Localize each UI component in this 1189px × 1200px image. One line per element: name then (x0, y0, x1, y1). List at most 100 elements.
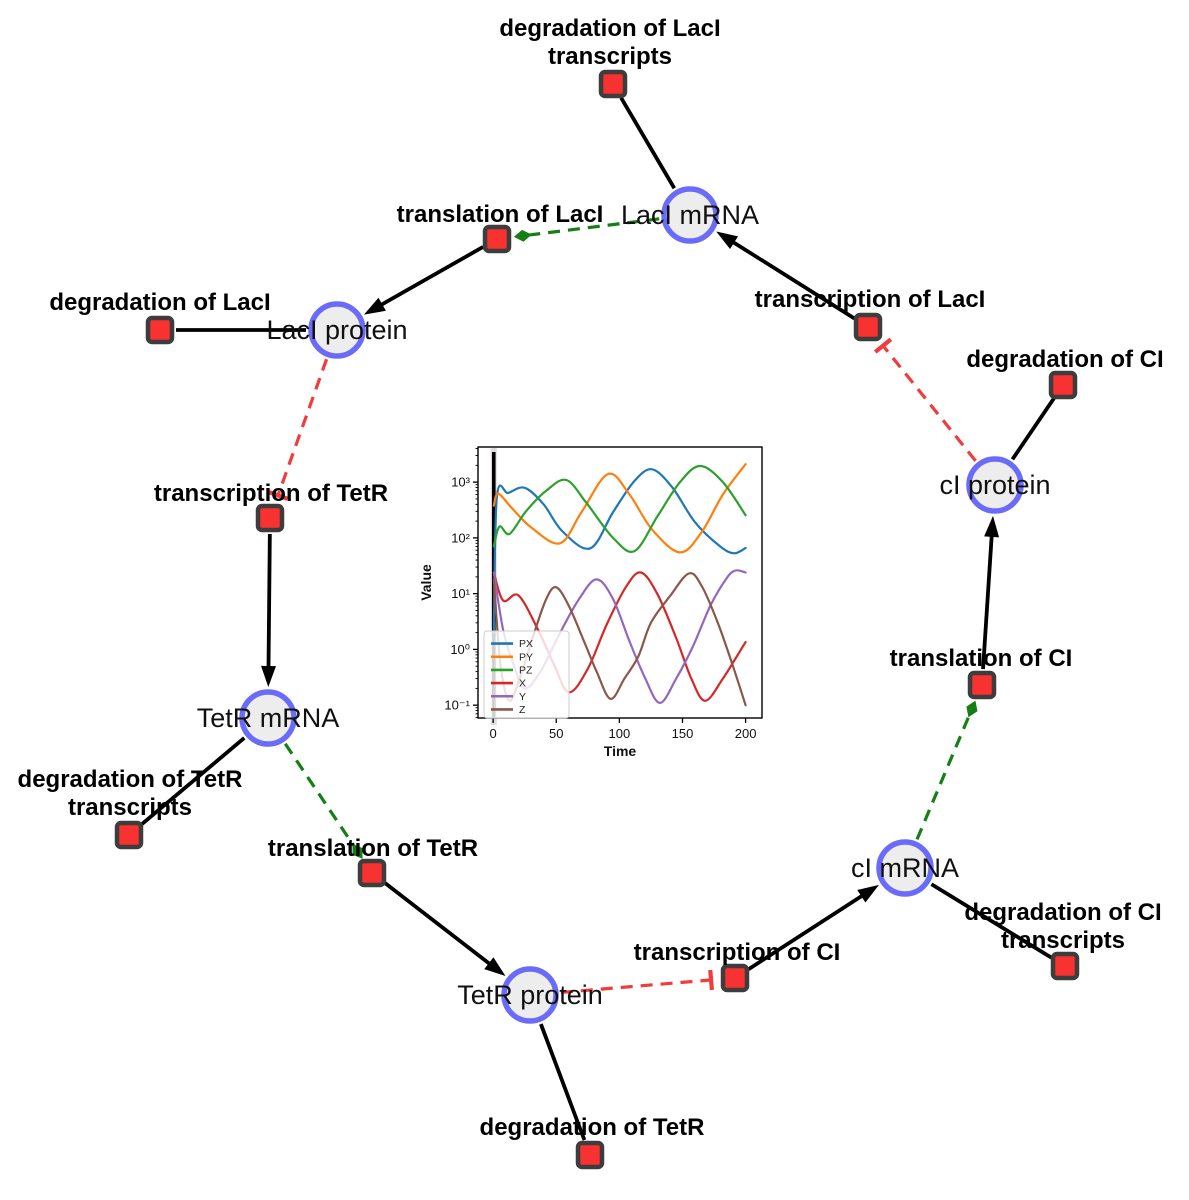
x-axis-title: Time (604, 743, 637, 759)
edge-tx-ci-to-ci-mrna (747, 888, 872, 971)
timeseries-inset-plot: 0 50 100 150 20010⁻¹10⁰10¹10²10³TimeValuePXP… (418, 446, 763, 759)
y-tick-label-0: 10⁰ (450, 642, 470, 657)
reaction-label-deg-ci-transcripts-line2: transcripts (1001, 927, 1125, 954)
legend-label-PZ: PZ (519, 664, 533, 676)
edge-ci-protein-to-tx-laci (883, 346, 977, 462)
species-node-laci-mrna[interactable] (661, 186, 719, 244)
edge-laci-protein-to-tx-tetr (277, 358, 329, 495)
legend-item-Z: Z (491, 704, 526, 716)
x-tick-label-200: 200 (735, 726, 757, 741)
series-line-PX (492, 468, 747, 634)
reaction-label-deg-ci-transcripts: degradation of CI (964, 899, 1161, 926)
edge-ci-mrna-to-transl-ci (915, 714, 971, 841)
edge-transl-laci-to-laci-protein (371, 245, 485, 312)
reaction-node-tx-tetr[interactable] (255, 503, 285, 533)
reaction-label-transl-ci: translation of CI (890, 645, 1073, 672)
species-label-ci-protein: cI protein (939, 470, 1050, 500)
edges-layer (140, 96, 1056, 1141)
edge-laci-protein-to-tx-tetr-tee-head (267, 490, 289, 501)
edge-tx-laci-to-laci-mrna (723, 235, 856, 321)
edge-tx-ci-to-ci-mrna-arrowhead (857, 884, 879, 903)
series-line-PZ (492, 464, 747, 553)
x-tick-label-150: 150 (672, 726, 694, 741)
edge-ci-mrna-to-transl-ci-diamond-head (966, 700, 978, 718)
species-node-ci-mrna[interactable] (876, 839, 934, 897)
y-tick-label-3: 10³ (451, 475, 470, 490)
y-tick-label-2: 10² (451, 530, 470, 545)
edge-tetr-mrna-to-deg-tetr-transcripts (140, 736, 246, 827)
edge-tx-laci-to-laci-mrna-arrowhead (716, 231, 739, 250)
reaction-label-transl-tetr: translation of TetR (268, 835, 478, 862)
species-label-ci-mrna: cI mRNA (851, 853, 959, 883)
reaction-label-tx-tetr: transcription of TetR (154, 480, 388, 507)
legend-label-X: X (519, 678, 526, 690)
reaction-node-deg-laci-transcripts[interactable] (598, 69, 628, 99)
reaction-label-deg-laci-transcripts: degradation of LacI (499, 15, 720, 42)
reaction-node-deg-tetr-transcripts[interactable] (114, 820, 144, 850)
legend-item-Y: Y (491, 691, 526, 703)
series-line-X (492, 571, 747, 702)
edge-tetr-protein-to-tx-ci-tee-head (708, 969, 715, 991)
reaction-node-tx-ci[interactable] (720, 963, 750, 993)
legend-label-Z: Z (519, 704, 526, 716)
edge-laci-mrna-to-transl-laci (529, 217, 660, 237)
edge-laci-mrna-to-transl-laci-diamond-head (513, 229, 532, 242)
edge-tx-tetr-to-tetr-mrna (266, 533, 272, 678)
legend-label-PY: PY (519, 651, 533, 663)
reaction-label-deg-tetr-transcripts-line2: transcripts (68, 794, 192, 821)
legend-label-PX: PX (519, 638, 533, 650)
x-tick-label-100: 100 (609, 726, 631, 741)
species-node-laci-protein[interactable] (308, 301, 366, 359)
species-node-ci-protein[interactable] (966, 456, 1024, 514)
edge-tx-tetr-to-tetr-mrna-arrowhead (261, 665, 277, 688)
series-line-PY (492, 463, 747, 554)
reaction-node-transl-laci[interactable] (482, 224, 512, 254)
edge-tetr-protein-to-deg-tetr (539, 1023, 587, 1141)
reaction-label-deg-laci-transcripts-line2: transcripts (548, 43, 672, 70)
reaction-label-deg-ci: degradation of CI (966, 346, 1163, 373)
legend-item-PZ: PZ (491, 664, 533, 676)
legend-item-PX: PX (491, 638, 533, 650)
reaction-node-deg-tetr[interactable] (575, 1140, 605, 1170)
edge-transl-ci-to-ci-protein-arrowhead (984, 515, 1000, 538)
edge-ci-protein-to-tx-laci-tee-head (873, 337, 893, 354)
nodes-layer (114, 69, 1080, 1170)
x-tick-label-50: 50 (549, 726, 563, 741)
reaction-node-deg-ci-transcripts[interactable] (1050, 951, 1080, 981)
reaction-node-tx-laci[interactable] (853, 312, 883, 342)
edge-tetr-mrna-to-transl-tetr (283, 742, 355, 847)
reaction-node-deg-laci[interactable] (145, 315, 175, 345)
y-tick-label--1: 10⁻¹ (444, 698, 470, 713)
edge-transl-tetr-to-tetr-protein (383, 881, 499, 972)
legend-item-X: X (491, 678, 526, 690)
species-label-laci-mrna: LacI mRNA (621, 200, 759, 230)
reaction-label-deg-tetr-transcripts: degradation of TetR (18, 766, 243, 793)
y-axis-title: Value (418, 564, 434, 601)
edge-ci-mrna-to-deg-ci-transcripts (930, 882, 1053, 960)
species-node-tetr-mrna[interactable] (239, 689, 297, 747)
species-node-tetr-protein[interactable] (501, 966, 559, 1024)
edge-transl-tetr-to-tetr-protein-arrowhead (484, 957, 506, 977)
x-tick-label-0: 0 (490, 726, 497, 741)
reaction-label-tx-ci: transcription of CI (634, 939, 841, 966)
species-label-laci-protein: LacI protein (266, 315, 407, 345)
legend-item-PY: PY (491, 651, 533, 663)
legend-label-Y: Y (519, 691, 526, 703)
reaction-label-tx-laci: transcription of LacI (755, 286, 986, 313)
y-tick-label-1: 10¹ (451, 586, 470, 601)
edge-transl-ci-to-ci-protein (981, 525, 995, 670)
reaction-node-transl-ci[interactable] (967, 670, 997, 700)
reaction-node-transl-tetr[interactable] (357, 858, 387, 888)
inset-axes: 0 50 100 150 200 10⁻¹ 10⁰ 10¹ 10² 10³ Time Value (418, 446, 763, 759)
labels-layer: LacI mRNA LacI protein TetR mRNA TetR prote… (18, 15, 1164, 1141)
edge-tetr-protein-to-tx-ci (560, 978, 710, 995)
reaction-label-deg-tetr: degradation of TetR (480, 1114, 705, 1141)
reaction-node-deg-ci[interactable] (1048, 370, 1078, 400)
edge-ci-protein-to-deg-ci (1010, 397, 1056, 461)
reaction-label-deg-laci: degradation of LacI (49, 289, 270, 316)
species-label-tetr-protein: TetR protein (457, 980, 603, 1010)
species-label-tetr-mrna: TetR mRNA (197, 703, 340, 733)
